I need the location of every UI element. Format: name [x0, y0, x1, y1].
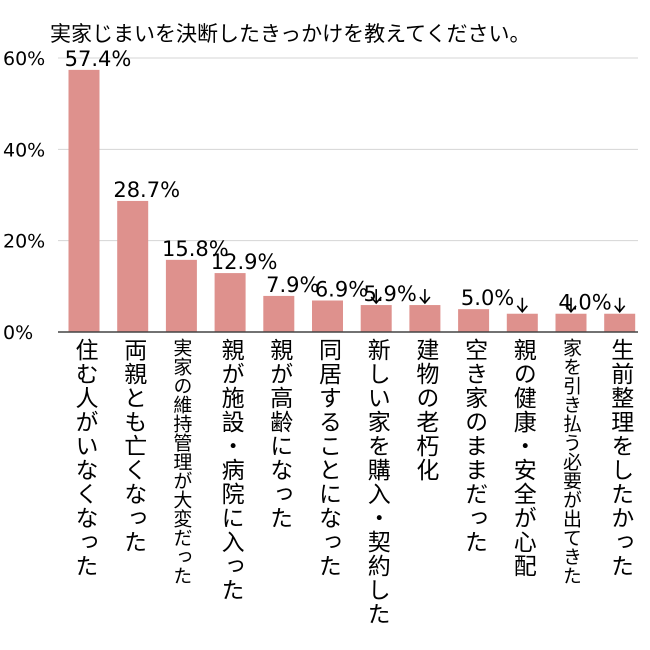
y-tick-label: 20%: [3, 231, 45, 253]
bar: [214, 273, 246, 332]
category-label: 家を引き払う必要が出てきた: [560, 338, 582, 585]
data-label: 15.8%: [162, 237, 229, 261]
y-tick-label: 60%: [3, 48, 45, 70]
data-label: 28.7%: [113, 178, 180, 202]
bar: [117, 200, 149, 332]
y-tick-label: 40%: [3, 139, 45, 161]
y-tick-label: 0%: [3, 322, 33, 344]
bar: [360, 305, 392, 332]
data-label: 7.9%: [266, 273, 319, 297]
category-label: 空き家のままだった: [460, 338, 487, 554]
category-label: 親が施設・病院に入った: [217, 338, 244, 602]
chart-title: 実家じまいを決断したきっかけを教えてください。: [50, 22, 531, 46]
label-arrowhead: [419, 296, 431, 305]
bar: [312, 300, 343, 332]
category-label: 親の健康・安全が心配: [509, 338, 536, 578]
bar: [409, 305, 441, 332]
bar: [165, 259, 197, 332]
category-label: 両親とも亡くなった: [119, 338, 146, 554]
bar: [68, 69, 100, 332]
data-label: 5.0%: [461, 286, 514, 310]
category-label: 住む人がいなくなった: [71, 338, 97, 578]
label-arrowhead: [516, 305, 528, 313]
data-label: 6.9%: [315, 277, 368, 301]
label-arrowhead: [370, 296, 382, 305]
data-label: 5.9%: [364, 282, 417, 306]
category-label: 同居することになった: [314, 338, 341, 578]
data-label: 4.0%: [558, 291, 611, 315]
category-label: 生前整理をしたかった: [606, 338, 633, 578]
bar: [263, 295, 295, 332]
bar: [604, 313, 636, 332]
category-label: 建物の老朽化: [411, 338, 438, 482]
category-label: 実家の維持管理が大変だった: [170, 338, 193, 585]
bar: [458, 309, 490, 332]
label-arrowhead: [565, 305, 577, 313]
data-label: 12.9%: [211, 250, 278, 274]
category-label: 親が高齢になった: [265, 338, 292, 530]
category-label: 新しい家を購入・契約した: [363, 338, 390, 626]
bar: [555, 313, 587, 332]
label-arrowhead: [614, 305, 626, 313]
bar: [506, 313, 538, 332]
data-label: 57.4%: [65, 47, 132, 71]
